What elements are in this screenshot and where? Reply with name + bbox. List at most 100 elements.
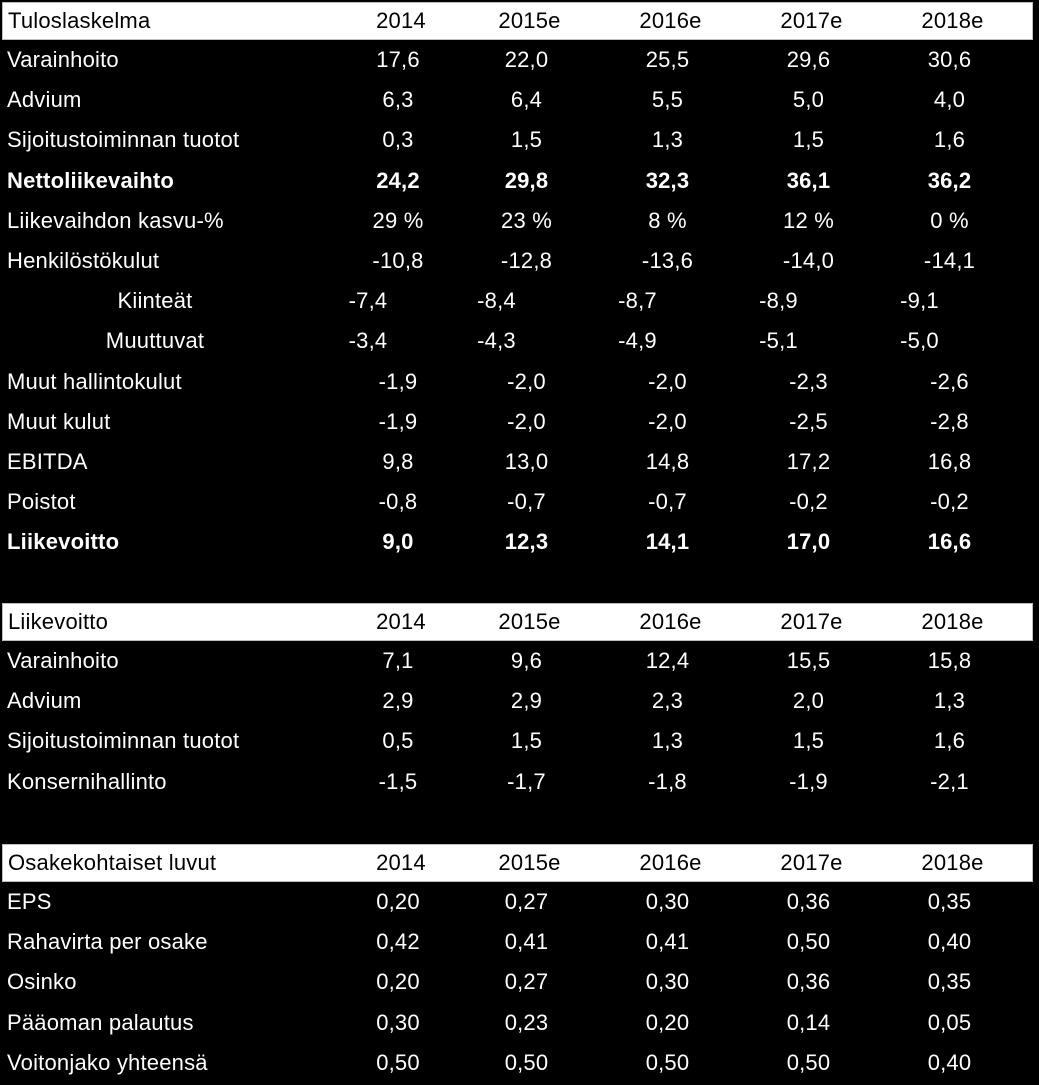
row-value: 0,50: [504, 1049, 549, 1075]
row-value: -2,8: [930, 408, 969, 434]
row-value: 0,5: [382, 728, 414, 754]
row-value: -0,2: [930, 489, 969, 515]
row-value: 23 %: [501, 207, 552, 233]
row-value: -13,6: [641, 248, 694, 274]
column-header: 2018e: [921, 850, 984, 875]
column-header: 2017e: [780, 609, 843, 634]
row-value: 0,30: [645, 889, 690, 915]
row-value: 8 %: [648, 207, 687, 233]
row-value: 1,3: [651, 127, 684, 153]
row-value: 30,6: [927, 47, 972, 73]
row-label: Muut hallintokulut: [7, 368, 182, 394]
table-row: Rahavirta per osake 0,42 0,41 0,41 0,50 0,40: [0, 922, 1039, 962]
row-label: Liikevaihdon kasvu-%: [7, 207, 224, 233]
table-body: EPS 0,20 0,27 0,30 0,36 0,35 Rahavirta per osa…: [0, 882, 1039, 1083]
row-value: -2,1: [930, 768, 969, 794]
row-value: 0,40: [927, 929, 972, 955]
row-value: 16,6: [927, 529, 972, 555]
table-body: Varainhoito 17,6 22,0 25,5 29,6 30,6 Advium 6,3…: [0, 40, 1039, 562]
row-value: -0,7: [648, 489, 687, 515]
column-header: 2015e: [498, 609, 561, 634]
row-label: Advium: [7, 87, 82, 113]
row-value: 24,2: [376, 167, 420, 193]
table-row: Henkilöstökulut -10,8 -12,8 -13,6 -14,0 -14,1: [0, 241, 1039, 281]
column-header: 2015e: [498, 8, 561, 33]
row-value: 17,6: [376, 47, 420, 73]
row-value: 9,6: [510, 648, 543, 674]
row-value: 0,36: [786, 969, 831, 995]
table-row: Sijoitustoiminnan tuotot 0,5 1,5 1,3 1,5 1,6: [0, 721, 1039, 761]
row-value: 2,9: [382, 688, 414, 714]
row-label: Muut kulut: [7, 408, 111, 434]
row-label: Sijoitustoiminnan tuotot: [7, 728, 240, 754]
row-label: Advium: [7, 688, 82, 714]
row-value: 1,5: [792, 127, 825, 153]
row-value: 1,5: [510, 127, 543, 153]
row-value: -2,3: [789, 368, 828, 394]
row-value: -7,4: [348, 288, 388, 314]
row-value: 36,2: [927, 167, 972, 193]
row-value: 12,3: [504, 529, 549, 555]
row-value: -3,4: [348, 328, 388, 354]
row-value: 0,36: [786, 889, 831, 915]
row-value: 1,6: [933, 728, 966, 754]
table-title: Tuloslaskelma: [8, 8, 151, 33]
row-value: -5,1: [759, 328, 798, 354]
row-value: -4,9: [618, 328, 657, 354]
row-value: 0,50: [376, 1049, 420, 1075]
row-label: Liikevoitto: [7, 529, 120, 555]
row-value: 4,0: [933, 87, 966, 113]
row-value: 16,8: [927, 448, 972, 474]
row-value: 2,9: [510, 688, 543, 714]
column-header: 2018e: [921, 609, 984, 634]
row-label: Sijoitustoiminnan tuotot: [7, 127, 240, 153]
row-value: 0,42: [376, 929, 420, 955]
row-value: -14,0: [782, 248, 835, 274]
row-value: -4,3: [477, 328, 516, 354]
table-row: Muuttuvat -3,4 -4,3 -4,9 -5,1 -5,0: [0, 321, 1039, 361]
row-value: -1,7: [507, 768, 546, 794]
column-header: 2017e: [780, 8, 843, 33]
row-value: 15,5: [786, 648, 831, 674]
row-value: 9,0: [382, 529, 414, 555]
row-value: 32,3: [645, 167, 690, 193]
row-value: 2,3: [651, 688, 684, 714]
row-value: 0,3: [382, 127, 414, 153]
row-value: 0,27: [504, 969, 549, 995]
column-header: 2016e: [639, 8, 702, 33]
row-value: 22,0: [504, 47, 549, 73]
row-value: -1,9: [789, 768, 828, 794]
table-body: Varainhoito 7,1 9,6 12,4 15,5 15,8 Advium 2,9 2,…: [0, 641, 1039, 802]
table-header-row: Osakekohtaiset luvut 2014 2015e 2016e 20…: [2, 844, 1033, 882]
row-value: 14,1: [645, 529, 690, 555]
column-header: 2016e: [639, 850, 702, 875]
row-value: -2,0: [507, 368, 546, 394]
table-row: Poistot -0,8 -0,7 -0,7 -0,2 -0,2: [0, 482, 1039, 522]
row-value: -0,7: [507, 489, 546, 515]
row-label: Nettoliikevaihto: [7, 167, 175, 193]
row-value: -5,0: [900, 328, 939, 354]
row-label: Voitonjako yhteensä: [7, 1049, 208, 1075]
row-value: -2,0: [648, 408, 687, 434]
row-value: -1,9: [378, 408, 418, 434]
row-value: -12,8: [500, 248, 553, 274]
table-row: Sijoitustoiminnan tuotot 0,3 1,5 1,3 1,5 1,6: [0, 120, 1039, 160]
column-header: 2014: [376, 8, 426, 33]
row-value: 0,40: [927, 1049, 972, 1075]
row-value: -9,1: [900, 288, 939, 314]
table-row: Liikevaihdon kasvu-% 29 % 23 % 8 % 12 % 0 %: [0, 201, 1039, 241]
row-value: 0,50: [786, 929, 831, 955]
row-value: 1,3: [651, 728, 684, 754]
income-statement-table: Tuloslaskelma 2014 2015e 2016e 2017e 201…: [0, 2, 1039, 562]
row-value: 2,0: [792, 688, 825, 714]
row-value: -8,9: [759, 288, 798, 314]
row-value: 25,5: [645, 47, 690, 73]
row-label: Henkilöstökulut: [7, 248, 160, 274]
row-value: -1,8: [648, 768, 687, 794]
row-value: 0,20: [376, 969, 420, 995]
row-value: -10,8: [372, 248, 424, 274]
table-row: Advium 6,3 6,4 5,5 5,0 4,0: [0, 80, 1039, 120]
row-value: 29,8: [504, 167, 549, 193]
row-value: 0,23: [504, 1009, 549, 1035]
table-title: Liikevoitto: [8, 609, 109, 634]
